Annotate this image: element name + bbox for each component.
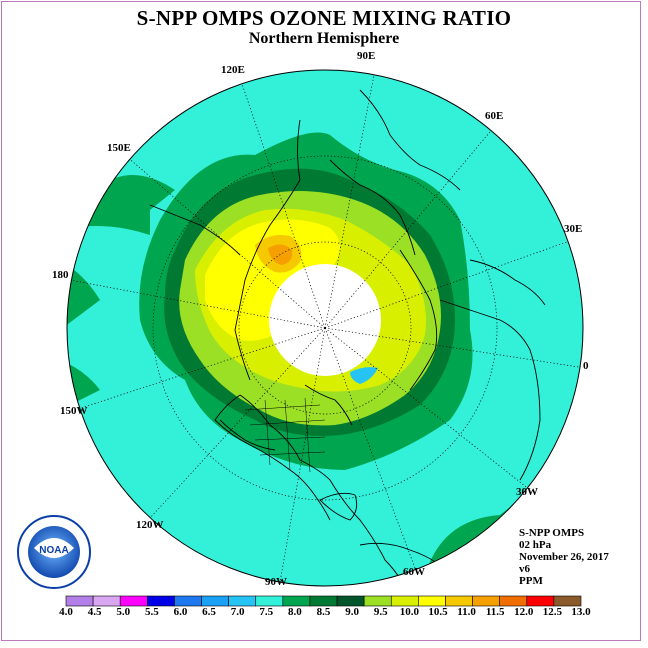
lon-label-150e: 150E [107,142,131,154]
lon-label-120e: 120E [221,64,245,76]
noaa-logo: NOAA [17,515,91,589]
colorbar-tick-label: 12.0 [514,606,534,618]
lon-label-90w: 90W [265,576,287,588]
colorbar-tick-label: 9.0 [345,606,359,618]
lon-label-150w: 150W [60,405,88,417]
colorbar-tick-label: 13.0 [571,606,591,618]
polar-night-no-data [269,264,381,376]
colorbar-tick-label: 7.0 [230,606,245,618]
figure-frame [1,1,641,641]
colorbar-tick-label: 6.0 [173,606,188,618]
map-title: S-NPP OMPS OZONE MIXING RATIO [136,6,512,30]
lon-label-0: 0 [583,360,589,372]
colorbar-tick-label: 8.0 [288,606,302,618]
colorbar-tick-label: 6.5 [202,606,216,618]
map-subtitle: Northern Hemisphere [248,30,400,47]
field-patch-7.0 [350,367,378,384]
lon-label-30w: 30W [516,486,538,498]
noaa-logo-text: NOAA [39,545,68,556]
info-block: S-NPP OMPS 02 hPa November 26, 2017 v6 P… [519,527,609,587]
lon-label-120w: 120W [136,519,164,531]
colorbar-tick-label: 10.5 [428,606,448,618]
info-units: PPM [519,575,543,587]
info-date: November 26, 2017 [519,551,609,563]
lon-label-60e: 60E [485,110,504,122]
colorbar-tick-label: 9.5 [373,606,388,618]
colorbar-tick-label: 5.0 [116,606,131,618]
field-patch-northwest [95,175,175,210]
colorbar-tick-label: 4.5 [87,606,102,618]
colorbar-tick-label: 10.0 [399,606,419,618]
info-product: S-NPP OMPS [519,527,585,539]
colorbar-tick-label: 7.5 [259,606,274,618]
colorbar-tick-label: 8.5 [316,606,331,618]
graticule [69,70,583,583]
colorbar-tick-label: 11.5 [485,606,505,618]
map-boundary [66,69,584,587]
lon-label-180: 180 [52,269,69,281]
colorbar-tick-label: 11.0 [457,606,476,618]
lon-label-90e: 90E [357,50,376,62]
state-borders [244,397,326,473]
colorbar-tick-label: 12.5 [542,606,562,618]
lon-label-60w: 60W [403,566,425,578]
info-level: 02 hPa [519,539,552,551]
lon-label-30e: 30E [564,223,583,235]
colorbar-tick-label: 4.0 [59,606,73,618]
colorbar-tick-label: 5.5 [144,606,159,618]
info-version: v6 [519,563,530,575]
